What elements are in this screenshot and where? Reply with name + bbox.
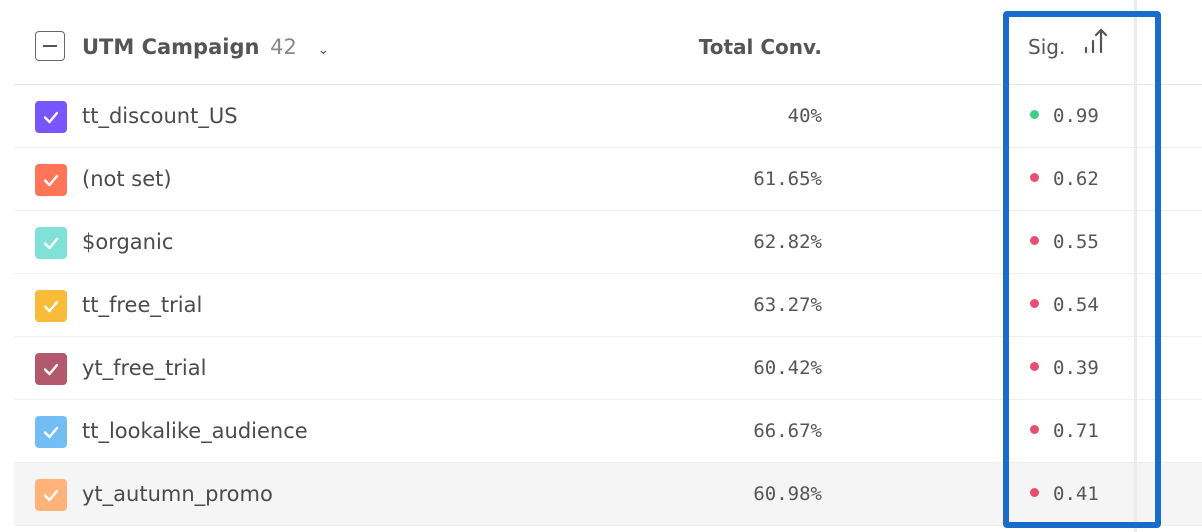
checkmark-icon xyxy=(43,363,59,376)
row-checkbox[interactable] xyxy=(35,416,67,448)
table-row[interactable]: tt_discount_US 40% 0.99 xyxy=(14,85,1202,148)
sig-label: Sig. xyxy=(1028,35,1066,59)
sig-value: 0.55 xyxy=(1053,231,1099,253)
column-header-total-conv[interactable]: Total Conv. xyxy=(698,35,822,59)
status-dot-icon xyxy=(1030,173,1039,182)
sig-value: 0.39 xyxy=(1053,357,1099,379)
sig-value: 0.54 xyxy=(1053,294,1099,316)
column-label: UTM Campaign xyxy=(82,35,260,59)
sig-cell: 0.39 xyxy=(1030,337,1099,399)
sig-cell: 0.54 xyxy=(1030,274,1099,336)
status-dot-icon xyxy=(1030,488,1039,497)
campaign-name: yt_free_trial xyxy=(82,356,207,380)
checkmark-icon xyxy=(43,300,59,313)
sig-cell: 0.71 xyxy=(1030,400,1099,462)
row-checkbox[interactable] xyxy=(35,101,67,133)
select-all-checkbox[interactable] xyxy=(35,31,65,61)
checkmark-icon xyxy=(43,237,59,250)
table-row[interactable]: tt_lookalike_audience 66.67% 0.71 xyxy=(14,400,1202,463)
table-header: UTM Campaign 42 ⌄ Total Conv. Sig. xyxy=(14,0,1202,85)
column-count: 42 xyxy=(270,35,297,59)
row-checkbox[interactable] xyxy=(35,164,67,196)
minus-icon xyxy=(43,45,57,47)
total-conv-value: 40% xyxy=(787,105,822,127)
column-header-utm-campaign[interactable]: UTM Campaign 42 ⌄ xyxy=(82,0,329,97)
sig-cell: 0.99 xyxy=(1030,85,1099,147)
status-dot-icon xyxy=(1030,110,1039,119)
table-row[interactable]: (not set) 61.65% 0.62 xyxy=(14,148,1202,211)
campaign-name: tt_free_trial xyxy=(82,293,203,317)
sig-value: 0.99 xyxy=(1053,105,1099,127)
sig-cell: 0.62 xyxy=(1030,148,1099,210)
total-conv-value: 61.65% xyxy=(753,168,822,190)
sig-value: 0.71 xyxy=(1053,420,1099,442)
row-checkbox[interactable] xyxy=(35,290,67,322)
status-dot-icon xyxy=(1030,425,1039,434)
sig-cell: 0.55 xyxy=(1030,211,1099,273)
checkmark-icon xyxy=(43,426,59,439)
campaign-name: yt_autumn_promo xyxy=(82,482,273,506)
column-divider xyxy=(1134,0,1137,532)
total-conv-value: 60.98% xyxy=(753,483,822,505)
total-conv-value: 60.42% xyxy=(753,357,822,379)
table-row[interactable]: $organic 62.82% 0.55 xyxy=(14,211,1202,274)
row-checkbox[interactable] xyxy=(35,479,67,511)
campaign-name: (not set) xyxy=(82,167,172,191)
row-checkbox[interactable] xyxy=(35,227,67,259)
sig-value: 0.41 xyxy=(1053,483,1099,505)
sig-value: 0.62 xyxy=(1053,168,1099,190)
checkmark-icon xyxy=(43,111,59,124)
campaign-name: tt_lookalike_audience xyxy=(82,419,308,443)
highlight-box xyxy=(1003,11,1161,528)
chevron-down-icon[interactable]: ⌄ xyxy=(317,42,330,58)
sort-ascending-icon[interactable] xyxy=(1082,2,1108,96)
total-conv-value: 63.27% xyxy=(753,294,822,316)
sig-cell: 0.41 xyxy=(1030,463,1099,525)
total-conv-value: 62.82% xyxy=(753,231,822,253)
checkmark-icon xyxy=(43,489,59,502)
status-dot-icon xyxy=(1030,236,1039,245)
status-dot-icon xyxy=(1030,299,1039,308)
checkmark-icon xyxy=(43,174,59,187)
row-checkbox[interactable] xyxy=(35,353,67,385)
status-dot-icon xyxy=(1030,362,1039,371)
campaign-name: $organic xyxy=(82,230,174,254)
table-row[interactable]: yt_free_trial 60.42% 0.39 xyxy=(14,337,1202,400)
table-row[interactable]: tt_free_trial 63.27% 0.54 xyxy=(14,274,1202,337)
total-conv-value: 66.67% xyxy=(753,420,822,442)
campaign-name: tt_discount_US xyxy=(82,104,238,128)
column-header-sig[interactable]: Sig. xyxy=(1028,0,1108,96)
